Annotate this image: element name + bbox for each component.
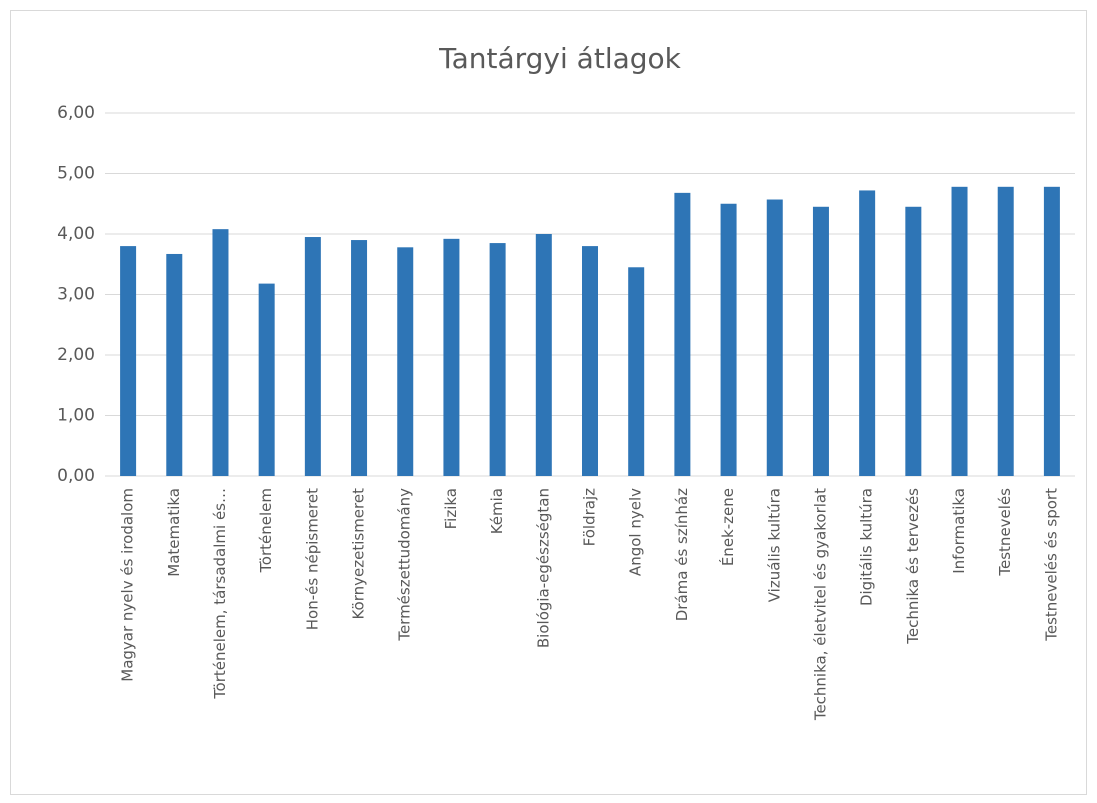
x-tick-label: Angol nyelv (627, 488, 645, 576)
bar (951, 186, 968, 476)
x-tick-label: Biológia-egészségtan (534, 488, 552, 648)
x-tick-label: Technika és tervezés (904, 488, 922, 645)
bar (166, 253, 183, 476)
y-tick-label: 0,00 (57, 466, 95, 486)
x-tick-label: Magyar nyelv és irodalom (119, 488, 137, 682)
bar (258, 283, 275, 476)
bar (351, 240, 368, 476)
bar (212, 229, 229, 476)
chart-title: Tantárgyi átlagok (438, 42, 682, 75)
x-tick-label: Dráma és színház (673, 488, 691, 621)
x-tick-label: Történelem (257, 488, 275, 573)
bar (628, 267, 645, 476)
x-tick-label: Testnevelés (996, 488, 1014, 577)
bar (905, 206, 922, 476)
x-tick-label: Történelem, társadalmi és… (211, 488, 229, 700)
x-tick-label: Ének-zene (718, 488, 737, 566)
x-tick-label: Digitális kultúra (858, 488, 876, 606)
y-tick-label: 5,00 (57, 164, 95, 184)
x-tick-label: Informatika (950, 488, 968, 574)
x-tick-label: Környezetismeret (350, 488, 368, 620)
y-tick-label: 4,00 (57, 224, 95, 244)
bar (766, 199, 783, 476)
bar (720, 203, 737, 476)
x-tick-label: Természettudomány (396, 488, 414, 642)
bar (397, 247, 414, 476)
x-tick-label: Matematika (165, 488, 183, 577)
bar (812, 206, 829, 476)
bar (535, 234, 552, 476)
y-tick-label: 2,00 (57, 345, 95, 365)
x-tick-label: Testnevelés és sport (1042, 488, 1060, 642)
bar (674, 192, 691, 477)
x-tick-label: Vizuális kultúra (765, 488, 783, 602)
bar (120, 246, 137, 476)
bar (859, 190, 876, 476)
bar (489, 243, 506, 476)
x-tick-label: Földrajz (581, 488, 599, 546)
bar (1043, 186, 1060, 476)
x-tick-label: Technika, életvitel és gyakorlat (811, 488, 829, 721)
bar (443, 238, 460, 476)
x-tick-label: Hon-és népismeret (303, 488, 321, 630)
bar (582, 246, 598, 476)
y-tick-label: 6,00 (57, 103, 95, 123)
y-tick-label: 1,00 (57, 406, 95, 426)
x-tick-label: Fizika (442, 488, 460, 529)
bar (997, 186, 1014, 476)
y-tick-label: 3,00 (57, 285, 95, 305)
x-tick-label: Kémia (488, 488, 506, 534)
bar (304, 237, 321, 476)
